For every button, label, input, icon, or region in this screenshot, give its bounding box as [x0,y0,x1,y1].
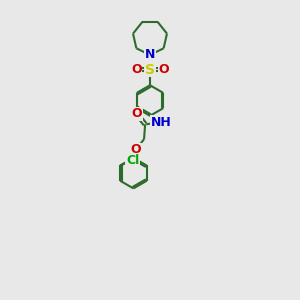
Text: S: S [145,63,155,77]
Text: Cl: Cl [126,154,139,167]
Text: NH: NH [151,116,171,129]
Text: O: O [131,63,142,76]
Text: O: O [132,107,142,120]
Text: N: N [145,48,155,62]
Text: O: O [158,63,169,76]
Text: O: O [130,143,141,156]
